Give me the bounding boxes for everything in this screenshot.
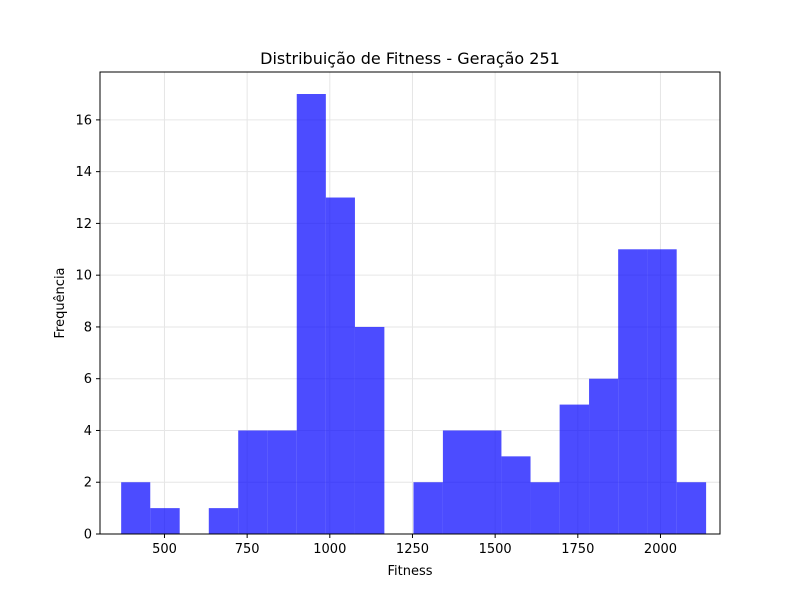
histogram-bar — [501, 456, 531, 534]
x-tick-label: 1750 — [561, 542, 594, 557]
histogram-bar — [442, 430, 472, 534]
y-tick-label: 12 — [75, 217, 92, 232]
y-tick-label: 14 — [75, 165, 92, 180]
histogram-bar — [472, 430, 502, 534]
x-tick-label: 500 — [152, 542, 177, 557]
histogram-bar — [238, 430, 268, 534]
y-tick-label: 10 — [75, 269, 92, 284]
y-tick-label: 2 — [84, 476, 92, 491]
plot-frame — [99, 71, 721, 535]
histogram-bar — [559, 404, 590, 534]
histogram-bar — [530, 482, 560, 534]
histogram-bar — [413, 482, 443, 534]
histogram-bar — [354, 326, 385, 534]
histogram-bar — [150, 508, 180, 534]
histogram-bar — [296, 94, 326, 534]
y-tick-label: 6 — [84, 372, 92, 387]
histogram-bar — [676, 482, 707, 534]
histogram-bar — [208, 508, 239, 534]
histogram-bar — [589, 378, 619, 534]
x-axis-ticks: 500 750 1000 1250 1500 1750 2000 — [152, 534, 677, 557]
y-tick-label: 16 — [75, 113, 92, 128]
y-tick-label: 4 — [84, 424, 92, 439]
histogram-bar — [325, 197, 355, 534]
bars — [121, 94, 707, 534]
chart-title: Distribuição de Fitness - Geração 251 — [260, 49, 560, 68]
histogram-bar — [267, 430, 297, 534]
y-tick-label: 8 — [84, 320, 92, 335]
x-tick-label: 2000 — [644, 542, 677, 557]
grid — [100, 72, 720, 535]
x-tick-label: 1500 — [479, 542, 512, 557]
histogram-bar — [618, 249, 648, 534]
x-tick-label: 750 — [235, 542, 260, 557]
x-axis-label: Fitness — [387, 564, 432, 579]
x-tick-label: 1250 — [396, 542, 429, 557]
y-axis-ticks: 0 2 4 6 8 10 12 14 16 — [75, 113, 100, 543]
x-tick-label: 1000 — [313, 542, 346, 557]
y-axis-label: Frequência — [53, 267, 68, 338]
histogram-bar — [647, 249, 677, 534]
y-tick-label: 0 — [84, 528, 92, 543]
histogram-bar — [121, 482, 151, 534]
